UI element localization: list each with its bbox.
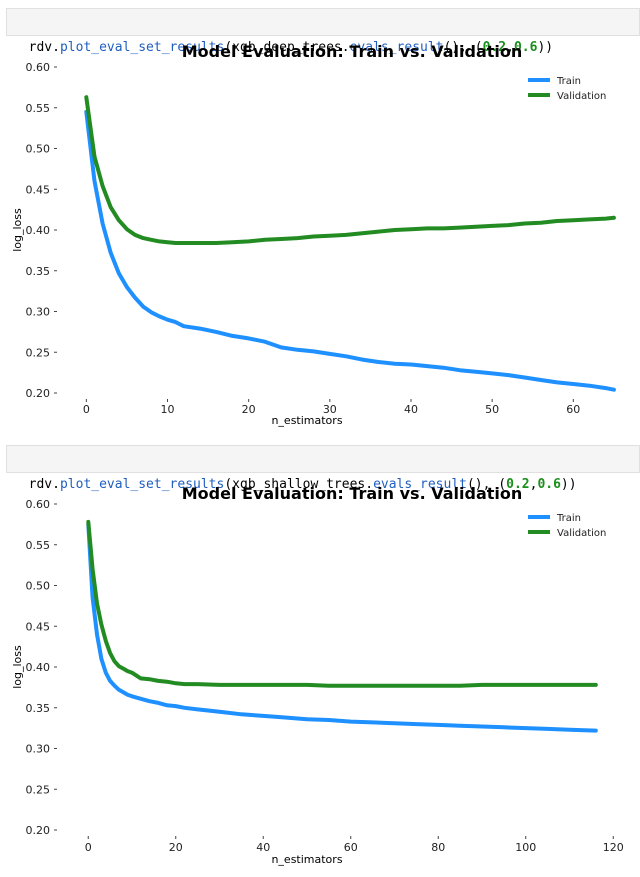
code-number-high: 0.6 xyxy=(513,40,538,55)
x-tick-label: 50 xyxy=(485,403,499,416)
x-tick-label: 10 xyxy=(161,403,175,416)
x-tick-label: 30 xyxy=(323,403,337,416)
x-tick-label: 60 xyxy=(566,403,580,416)
code-prefix: rdv. xyxy=(28,477,60,492)
series-line-train xyxy=(86,522,598,733)
y-tick-label: 0.25 xyxy=(26,783,51,796)
code-cell-2[interactable]: rdv.plot_eval_set_results(xgb_shallow_tr… xyxy=(6,445,640,492)
legend-label-validation: Validation xyxy=(557,528,606,539)
x-axis-label: n_estimators xyxy=(271,414,342,427)
x-tick-label: 0 xyxy=(83,403,90,416)
y-tick-label: 0.50 xyxy=(26,580,51,593)
y-axis-label: log_loss xyxy=(11,645,24,689)
x-tick-label: 20 xyxy=(169,841,183,854)
code-comma: , xyxy=(506,40,514,55)
y-tick-label: 0.45 xyxy=(26,183,51,196)
chart-shallow-trees: Model Evaluation: Train vs. Validation 0.… xyxy=(11,484,624,866)
code-prefix: rdv. xyxy=(28,40,60,55)
legend-label-validation: Validation xyxy=(557,91,606,102)
y-tick-label: 0.35 xyxy=(26,265,51,278)
code-paren-close: )) xyxy=(537,40,554,55)
chart-title: Model Evaluation: Train vs. Validation xyxy=(182,484,523,503)
chart-title: Model Evaluation: Train vs. Validation xyxy=(182,42,523,61)
y-tick-label: 0.25 xyxy=(26,346,51,359)
x-tick-label: 40 xyxy=(404,403,418,416)
x-tick-label: 80 xyxy=(431,841,445,854)
code-comma: , xyxy=(529,477,538,492)
y-tick-label: 0.40 xyxy=(26,661,51,674)
y-tick-label: 0.20 xyxy=(26,387,51,400)
legend-label-train: Train xyxy=(556,513,581,524)
code-method-name: evals_result xyxy=(349,40,444,55)
code-paren-close: )) xyxy=(560,477,577,492)
y-tick-label: 0.55 xyxy=(26,102,51,115)
y-tick-label: 0.50 xyxy=(26,143,51,156)
y-tick-label: 0.30 xyxy=(26,306,51,319)
y-axis-label: log_loss xyxy=(11,208,24,252)
code-middle: (), ( xyxy=(443,40,483,55)
series-line-validation xyxy=(84,95,616,245)
chart-deep-trees: Model Evaluation: Train vs. Validation0.… xyxy=(11,42,616,427)
y-tick-label: 0.60 xyxy=(26,61,51,74)
code-function-name: plot_eval_set_results xyxy=(59,477,225,492)
x-tick-label: 40 xyxy=(256,841,270,854)
y-tick-label: 0.55 xyxy=(26,539,51,552)
code-argument: xgb_shallow_trees. xyxy=(232,477,374,492)
code-cell-1[interactable]: rdv.plot_eval_set_results(xgb_deep_trees… xyxy=(6,8,640,55)
x-tick-label: 100 xyxy=(515,841,536,854)
series-line-validation xyxy=(86,519,598,688)
y-tick-label: 0.40 xyxy=(26,224,51,237)
code-function-name: plot_eval_set_results xyxy=(59,40,225,55)
x-tick-label: 60 xyxy=(344,841,358,854)
series-line-train xyxy=(84,109,616,392)
code-paren-open: ( xyxy=(224,40,233,55)
y-tick-label: 0.35 xyxy=(26,702,51,715)
legend-label-train: Train xyxy=(556,76,581,87)
code-number-low: 0.2 xyxy=(506,477,530,492)
code-argument: xgb_deep_trees. xyxy=(232,40,350,55)
y-tick-label: 0.60 xyxy=(26,498,51,511)
y-tick-label: 0.20 xyxy=(26,824,51,837)
x-tick-label: 0 xyxy=(85,841,92,854)
y-tick-label: 0.30 xyxy=(26,743,51,756)
code-middle: (), ( xyxy=(466,477,507,492)
code-number-high: 0.6 xyxy=(537,477,561,492)
code-number-low: 0.2 xyxy=(482,40,507,55)
x-tick-label: 120 xyxy=(603,841,624,854)
code-paren-open: ( xyxy=(224,477,233,492)
y-tick-label: 0.45 xyxy=(26,620,51,633)
x-axis-label: n_estimators xyxy=(271,853,342,866)
x-tick-label: 20 xyxy=(242,403,256,416)
code-method-name: evals_result xyxy=(373,477,467,492)
